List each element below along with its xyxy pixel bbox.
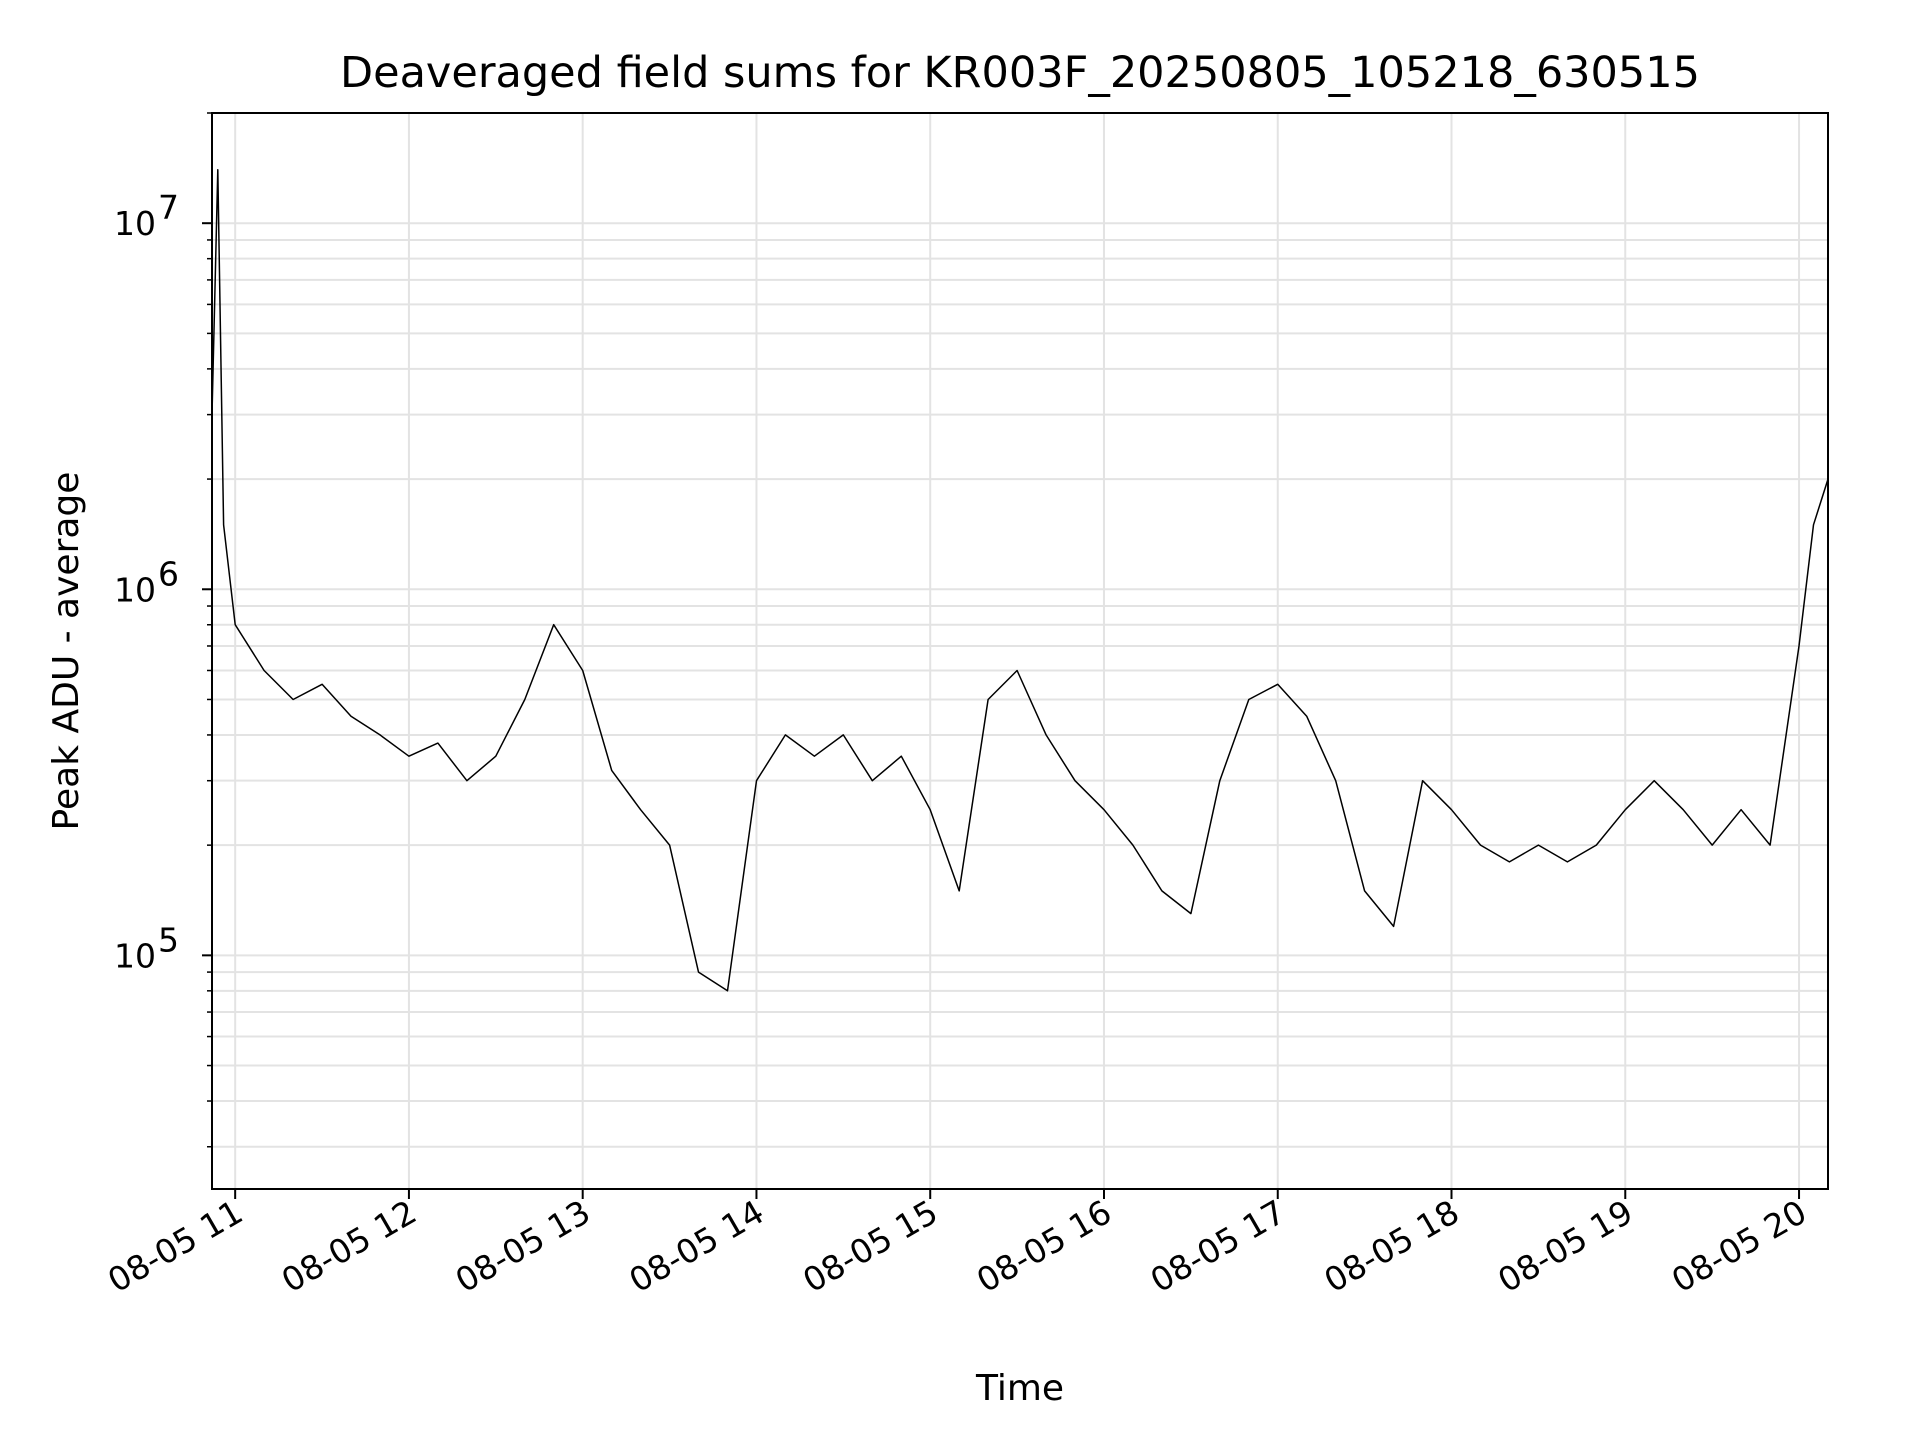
y-tick-base: 10 — [114, 936, 156, 975]
y-tick-label: 10 — [114, 570, 156, 609]
series-line — [211, 168, 1829, 992]
y-tick-exponent: 6 — [158, 554, 179, 593]
y-tick-label: 10 — [114, 936, 156, 975]
x-axis-label: Time — [975, 1368, 1064, 1409]
y-tick-exponent: 7 — [158, 188, 179, 227]
chart-title: Deaveraged field sums for KR003F_2025080… — [340, 48, 1700, 98]
axis-ticks — [202, 112, 1801, 1199]
y-tick-exponent: 5 — [158, 920, 179, 959]
y-tick-base: 10 — [114, 204, 156, 243]
y-axis-label: Peak ADU - average — [46, 472, 87, 831]
y-tick-label: 10 — [114, 204, 156, 243]
y-tick-base: 10 — [114, 570, 156, 609]
data-series — [211, 168, 1829, 992]
plot-frame — [211, 112, 1829, 1190]
grid-lines — [212, 112, 1828, 1189]
